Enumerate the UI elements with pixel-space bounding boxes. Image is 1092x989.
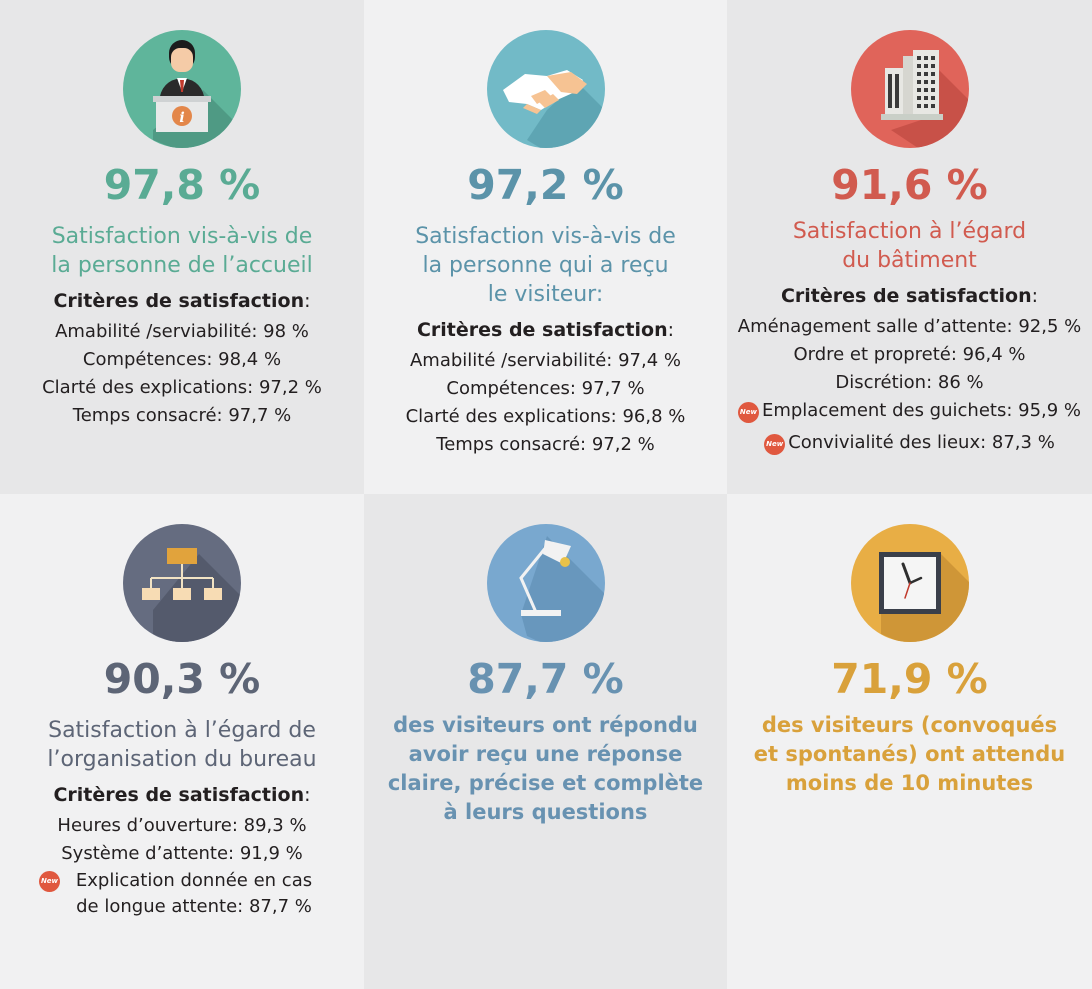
clock-icon <box>850 524 969 642</box>
panel-organisation: 90,3 % Satisfaction à l’égard de l’organ… <box>0 494 364 989</box>
criteria-item-new: New Convivialité des lieux: 87,3 % <box>764 432 1055 455</box>
criteria-title: Critères de satisfaction: <box>53 784 311 806</box>
criteria-title: Critères de satisfaction: <box>780 285 1039 307</box>
svg-text:i: i <box>179 110 184 126</box>
panel-receiver: 97,2 % Satisfaction vis-à-vis de la pers… <box>364 0 727 494</box>
criteria-item: Aménagement salle d’attente: 92,5 % <box>737 316 1082 337</box>
subtitle-line: claire, précise et complète <box>387 771 704 795</box>
criteria-item: Amabilité /serviabilité: 97,4 % <box>409 350 681 371</box>
criteria-list: Critères de satisfaction: Amabilité /ser… <box>0 287 364 430</box>
criteria-item: Système d’attente: 91,9 % <box>61 843 303 864</box>
subtitle-line: le visiteur: <box>487 282 604 307</box>
criteria-item: Heures d’ouverture: 89,3 % <box>57 815 307 836</box>
new-badge-icon: New <box>764 434 786 455</box>
criteria-item: Ordre et propreté: 96,4 % <box>793 344 1026 365</box>
subtitle-line: Satisfaction vis-à-vis de <box>415 224 676 249</box>
new-badge-icon: New <box>39 871 60 892</box>
panel-waiting-time: 71,9 % des visiteurs (convoqués et spont… <box>727 494 1092 989</box>
criteria-item: Compétences: 97,7 % <box>446 378 645 399</box>
criteria-item: Amabilité /serviabilité: 98 % <box>55 321 309 342</box>
percent-value: 87,7 % <box>467 655 624 703</box>
subtitle-line: du bâtiment <box>842 248 977 273</box>
subtitle-line: des visiteurs (convoqués <box>761 713 1058 737</box>
criteria-item: Temps consacré: 97,2 % <box>436 434 655 455</box>
percent-value: 97,2 % <box>467 161 624 209</box>
criteria-item-new: New Explication donnée en cas de longue … <box>39 870 313 917</box>
percent-value: 97,8 % <box>103 161 261 209</box>
subtitle-line: à leurs questions <box>443 800 648 824</box>
criteria-item: Clarté des explications: 96,8 % <box>405 406 686 427</box>
criteria-title: Critères de satisfaction: <box>416 319 675 341</box>
panel-reception: i 97,8 % Satisfaction vis-à-vis de la pe… <box>0 0 364 494</box>
subtitle-line: la personne qui a reçu <box>422 253 669 278</box>
building-icon <box>850 30 969 148</box>
panel-subtitle: Satisfaction vis-à-vis de la personne qu… <box>364 222 727 309</box>
criteria-item: Temps consacré: 97,7 % <box>72 405 292 426</box>
criteria-item: Clarté des explications: 97,2 % <box>42 377 322 398</box>
subtitle-line: moins de 10 minutes <box>785 771 1034 795</box>
criteria-item: Discrétion: 86 % <box>835 372 984 393</box>
subtitle-line: l’organisation du bureau <box>47 747 317 772</box>
new-badge-icon: New <box>737 402 759 423</box>
reception-desk-icon: i <box>123 30 241 148</box>
subtitle-line: la personne de l’accueil <box>51 253 313 278</box>
subtitle-line: Satisfaction à l’égard <box>792 219 1027 244</box>
panel-subtitle: Satisfaction vis-à-vis de la personne de… <box>0 222 364 280</box>
panel-building: 91,6 % Satisfaction à l’égard du bâtimen… <box>727 0 1092 494</box>
org-chart-icon <box>123 524 241 642</box>
percent-value: 71,9 % <box>831 655 988 703</box>
subtitle-line: avoir reçu une réponse <box>408 742 683 766</box>
criteria-title: Critères de satisfaction: <box>53 290 311 312</box>
panel-subtitle: Satisfaction à l’égard de l’organisation… <box>0 716 364 774</box>
percent-value: 91,6 % <box>831 161 988 209</box>
criteria-list: Critères de satisfaction: Amabilité /ser… <box>364 316 727 459</box>
criteria-item: Compétences: 98,4 % <box>82 349 282 370</box>
subtitle-line: et spontanés) ont attendu <box>753 742 1066 766</box>
criteria-item-new: New Emplacement des guichets: 95,9 % <box>737 400 1082 423</box>
criteria-list: Critères de satisfaction: Aménagement sa… <box>727 282 1092 457</box>
panel-subtitle: Satisfaction à l’égard du bâtiment <box>727 217 1092 275</box>
handshake-icon <box>486 30 605 148</box>
criteria-list: Critères de satisfaction: Heures d’ouver… <box>0 781 364 920</box>
panel-answers: 87,7 % des visiteurs ont répondu avoir r… <box>364 494 727 989</box>
panel-subtitle: des visiteurs (convoqués et spontanés) o… <box>727 711 1092 798</box>
subtitle-line: Satisfaction à l’égard de <box>48 718 316 743</box>
subtitle-line: des visiteurs ont répondu <box>393 713 698 737</box>
panel-subtitle: des visiteurs ont répondu avoir reçu une… <box>364 711 727 827</box>
percent-value: 90,3 % <box>103 655 261 703</box>
desk-lamp-icon <box>486 524 605 642</box>
subtitle-line: Satisfaction vis-à-vis de <box>51 224 313 249</box>
